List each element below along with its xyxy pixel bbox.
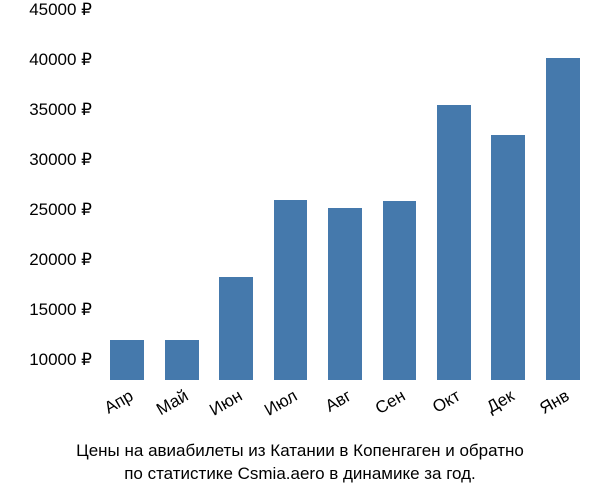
x-tick-label: Июн xyxy=(206,386,246,421)
y-tick-label: 10000 ₽ xyxy=(29,350,100,370)
x-tick-label: Апр xyxy=(101,386,137,418)
x-tick-label: Июл xyxy=(261,386,301,421)
x-tick-label: Окт xyxy=(429,386,464,418)
y-tick-label: 20000 ₽ xyxy=(29,250,100,270)
plot-area: 10000 ₽15000 ₽20000 ₽25000 ₽30000 ₽35000… xyxy=(100,10,590,380)
y-tick-label: 45000 ₽ xyxy=(29,0,100,20)
chart-caption: Цены на авиабилеты из Катании в Копенгаг… xyxy=(0,440,600,486)
bar xyxy=(437,105,471,380)
y-tick-label: 35000 ₽ xyxy=(29,100,100,120)
bar xyxy=(110,340,144,380)
bar xyxy=(219,277,253,380)
price-chart: 10000 ₽ 15000 ₽ 20000 ₽ 25000 ₽ 30000 ₽ 35000… xyxy=(0,0,600,500)
caption-line: по статистике Csmia.aero в динамике за г… xyxy=(0,463,600,486)
y-tick-label: 15000 ₽ xyxy=(29,300,100,320)
x-tick-label: Янв xyxy=(536,386,573,419)
bar xyxy=(274,200,308,380)
bar xyxy=(546,58,580,380)
x-tick-label: Авг xyxy=(322,386,355,417)
y-tick-label: 25000 ₽ xyxy=(29,200,100,220)
x-tick-label: Дек xyxy=(484,386,519,418)
caption-line: Цены на авиабилеты из Катании в Копенгаг… xyxy=(0,440,600,463)
bar xyxy=(165,340,199,380)
y-tick-label: 30000 ₽ xyxy=(29,150,100,170)
bar xyxy=(328,208,362,380)
bar xyxy=(383,201,417,380)
bar xyxy=(491,135,525,380)
y-tick-label: 40000 ₽ xyxy=(29,50,100,70)
x-tick-label: Май xyxy=(153,386,192,420)
x-tick-label: Сен xyxy=(372,386,409,419)
